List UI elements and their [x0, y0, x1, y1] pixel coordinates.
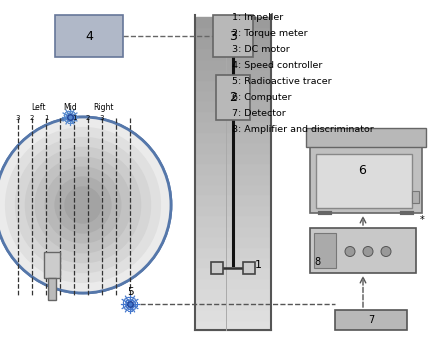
- Bar: [196, 90, 270, 100]
- Bar: [196, 246, 270, 257]
- Bar: [196, 27, 270, 38]
- Circle shape: [381, 246, 391, 256]
- FancyBboxPatch shape: [216, 75, 250, 120]
- Text: 7: Detector: 7: Detector: [232, 109, 286, 118]
- FancyBboxPatch shape: [55, 15, 123, 57]
- FancyBboxPatch shape: [211, 262, 223, 274]
- Bar: [196, 288, 270, 299]
- Circle shape: [363, 246, 373, 256]
- Bar: [316, 154, 412, 208]
- Text: 2: 2: [229, 91, 237, 104]
- Text: 2: 2: [86, 115, 90, 121]
- Bar: [196, 256, 270, 267]
- FancyBboxPatch shape: [213, 15, 253, 57]
- Text: 3: 3: [100, 115, 104, 121]
- Bar: [196, 184, 270, 194]
- Text: Left: Left: [31, 103, 45, 112]
- Text: Mid: Mid: [63, 103, 77, 112]
- Bar: [196, 319, 270, 330]
- Bar: [314, 233, 336, 268]
- Bar: [196, 58, 270, 69]
- Bar: [196, 79, 270, 90]
- Bar: [196, 267, 270, 278]
- Text: 3: 3: [16, 115, 20, 121]
- Circle shape: [5, 127, 161, 283]
- Text: 6: 6: [358, 164, 366, 177]
- Circle shape: [0, 117, 171, 293]
- Text: 7: 7: [368, 315, 374, 325]
- Text: 5: 5: [127, 287, 133, 297]
- Text: 6: Computer: 6: Computer: [232, 93, 292, 102]
- Bar: [196, 309, 270, 319]
- FancyBboxPatch shape: [306, 128, 426, 147]
- Bar: [196, 225, 270, 236]
- Text: 1: 1: [44, 115, 48, 121]
- Text: 1: 1: [255, 260, 262, 270]
- Bar: [196, 173, 270, 184]
- Bar: [196, 152, 270, 163]
- Text: Right: Right: [94, 103, 114, 112]
- Text: 5: Radioactive tracer: 5: Radioactive tracer: [232, 78, 332, 87]
- Circle shape: [54, 176, 112, 234]
- FancyBboxPatch shape: [310, 147, 422, 213]
- Bar: [48, 278, 56, 300]
- Text: 4: Speed controller: 4: Speed controller: [232, 61, 322, 70]
- Bar: [196, 121, 270, 132]
- Text: *: *: [420, 215, 425, 225]
- Text: 4: 4: [85, 30, 93, 42]
- Bar: [196, 162, 270, 174]
- Circle shape: [15, 137, 151, 273]
- Text: 8: 8: [314, 257, 320, 267]
- Bar: [196, 110, 270, 121]
- Bar: [196, 298, 270, 309]
- Bar: [196, 37, 270, 48]
- FancyBboxPatch shape: [310, 228, 416, 273]
- Bar: [196, 100, 270, 111]
- Text: 8: Amplifier and discriminator: 8: Amplifier and discriminator: [232, 126, 374, 135]
- Text: 3: DC motor: 3: DC motor: [232, 46, 290, 55]
- Text: 1: Impeller: 1: Impeller: [232, 13, 283, 22]
- Bar: [412, 191, 419, 203]
- Circle shape: [64, 186, 102, 224]
- Bar: [196, 142, 270, 152]
- FancyBboxPatch shape: [44, 252, 60, 278]
- Text: 2: 2: [30, 115, 34, 121]
- FancyBboxPatch shape: [335, 310, 407, 330]
- Bar: [196, 131, 270, 142]
- Bar: [196, 204, 270, 215]
- Text: 1: 1: [72, 115, 76, 121]
- Bar: [196, 215, 270, 226]
- Circle shape: [25, 147, 141, 263]
- Bar: [196, 48, 270, 59]
- Bar: [196, 69, 270, 80]
- Circle shape: [345, 246, 355, 256]
- Circle shape: [34, 157, 131, 253]
- Circle shape: [45, 167, 122, 244]
- Bar: [196, 194, 270, 205]
- Text: 2: Torque meter: 2: Torque meter: [232, 30, 308, 39]
- FancyBboxPatch shape: [243, 262, 255, 274]
- Circle shape: [0, 117, 171, 293]
- Bar: [196, 17, 270, 28]
- Bar: [196, 236, 270, 247]
- Bar: [196, 277, 270, 288]
- Text: 3: 3: [229, 30, 237, 42]
